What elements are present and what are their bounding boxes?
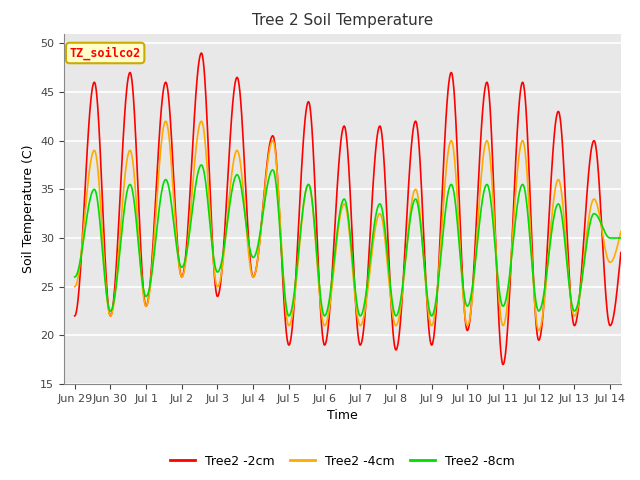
Tree2 -8cm — [285, 313, 292, 319]
Tree2 -4cm — [71, 284, 79, 289]
Text: TZ_soilco2: TZ_soilco2 — [70, 46, 141, 60]
Tree2 -4cm — [579, 266, 587, 272]
Tree2 -8cm — [335, 215, 343, 220]
Tree2 -4cm — [635, 252, 640, 258]
Line: Tree2 -4cm: Tree2 -4cm — [75, 121, 640, 330]
Tree2 -8cm — [579, 269, 587, 275]
Tree2 -2cm — [579, 249, 587, 254]
Tree2 -8cm — [198, 162, 205, 168]
Tree2 -2cm — [499, 361, 507, 367]
Line: Tree2 -2cm: Tree2 -2cm — [75, 53, 640, 364]
Tree2 -2cm — [198, 50, 205, 56]
Tree2 -2cm — [71, 313, 79, 319]
Tree2 -8cm — [495, 288, 503, 294]
Tree2 -2cm — [160, 84, 168, 90]
Tree2 -4cm — [335, 223, 342, 229]
Legend: Tree2 -2cm, Tree2 -4cm, Tree2 -8cm: Tree2 -2cm, Tree2 -4cm, Tree2 -8cm — [165, 450, 520, 473]
Tree2 -4cm — [495, 295, 503, 300]
Tree2 -2cm — [346, 177, 353, 182]
Line: Tree2 -8cm: Tree2 -8cm — [75, 165, 640, 316]
Tree2 -4cm — [160, 122, 168, 128]
Tree2 -4cm — [346, 231, 353, 237]
Y-axis label: Soil Temperature (C): Soil Temperature (C) — [22, 144, 35, 273]
Tree2 -2cm — [495, 319, 503, 324]
X-axis label: Time: Time — [327, 409, 358, 422]
Tree2 -2cm — [635, 265, 640, 271]
Tree2 -8cm — [160, 179, 168, 185]
Title: Tree 2 Soil Temperature: Tree 2 Soil Temperature — [252, 13, 433, 28]
Tree2 -8cm — [635, 258, 640, 264]
Tree2 -4cm — [162, 119, 170, 124]
Tree2 -8cm — [71, 274, 79, 280]
Tree2 -2cm — [335, 163, 342, 169]
Tree2 -8cm — [346, 228, 354, 234]
Tree2 -4cm — [535, 327, 543, 333]
